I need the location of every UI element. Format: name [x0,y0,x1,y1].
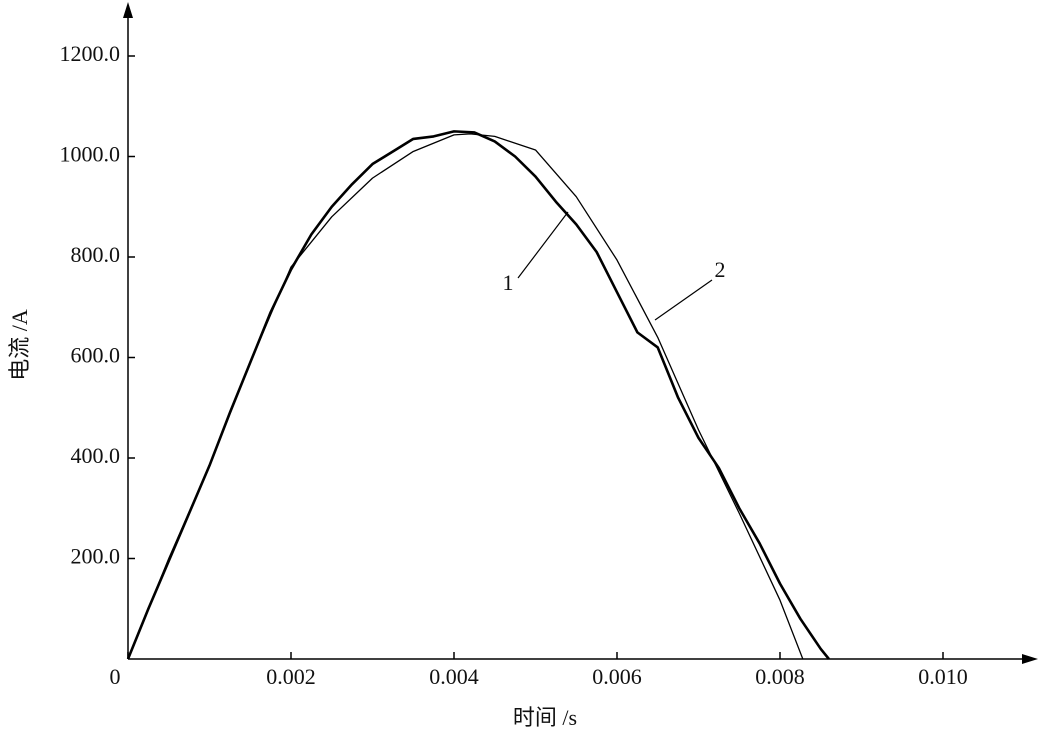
line [126,130,830,660]
x-tick-label: 0.004 [429,664,479,689]
x-tick-label: 0 [110,664,121,689]
y-tick-label: 1200.0 [60,41,121,66]
y-tick-label: 1000.0 [60,142,121,167]
series-label: 2 [715,257,726,282]
x-axis-arrow [1022,654,1038,664]
series-label: 1 [503,270,514,295]
y-tick-label: 800.0 [71,242,121,267]
x-tick-label: 0.002 [266,664,316,689]
y-tick-label: 200.0 [71,544,121,569]
leader-line [654,279,713,321]
x-axis-label: 时间 /s [513,705,577,730]
x-tick-label: 0.008 [755,664,805,689]
y-tick-label: 600.0 [71,343,121,368]
x-tick-label: 0.006 [592,664,642,689]
x-tick-label: 0.010 [918,664,968,689]
y-axis-label: 电流 /A [7,309,32,381]
y-axis-arrow [123,2,133,18]
line [127,133,804,660]
y-tick-label: 400.0 [71,443,121,468]
leader-line [517,211,569,279]
